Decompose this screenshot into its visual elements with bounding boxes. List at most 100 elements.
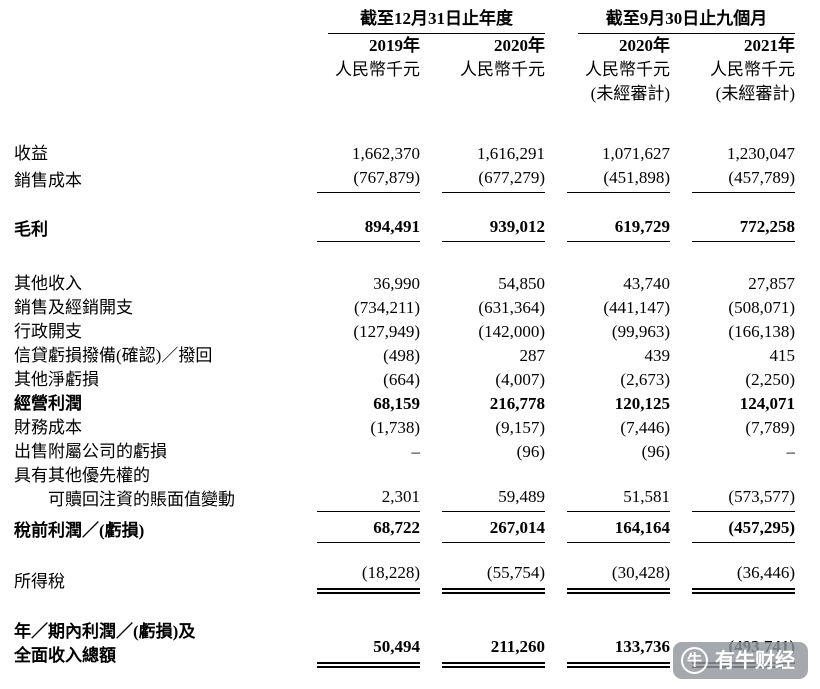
table-row: 稅前利潤／(虧損) 68,722 267,014 164,164 (457,295) xyxy=(14,516,795,543)
header-year: 2021年 xyxy=(744,36,795,55)
row-label: 毛利 xyxy=(14,220,48,239)
table-row: 其他收入 36,990 54,850 43,740 27,857 xyxy=(14,272,795,296)
row-label: 所得稅 xyxy=(14,572,65,591)
row-label: 行政開支 xyxy=(14,322,82,341)
header-note-row: (未經審計) (未經審計) xyxy=(14,82,795,106)
row-value: (99,963) xyxy=(611,322,670,341)
bull-icon: 牛 xyxy=(681,647,708,674)
row-label: 其他淨虧損 xyxy=(14,370,99,389)
header-year: 2020年 xyxy=(619,36,670,55)
row-value: – xyxy=(411,442,421,461)
income-statement-table: 截至12月31日止年度 截至9月30日止九個月 2019年 2020年 2020… xyxy=(14,8,795,668)
watermark-text: 有牛财经 xyxy=(715,649,795,672)
row-value: (441,147) xyxy=(603,298,670,317)
row-value: (2,250) xyxy=(745,370,795,389)
row-value: 267,014 xyxy=(420,516,545,543)
row-value: 54,850 xyxy=(498,274,545,293)
header-group-annual: 截至12月31日止年度 xyxy=(295,8,545,34)
row-label: 經營利潤 xyxy=(14,394,82,413)
header-year: 2019年 xyxy=(369,36,420,55)
row-value: (451,898) xyxy=(545,166,670,193)
row-value: 211,260 xyxy=(420,635,545,668)
row-value: (96) xyxy=(641,442,670,461)
table-body: 收益 1,662,370 1,616,291 1,071,627 1,230,047 銷售… xyxy=(14,142,795,668)
table-row: 出售附屬公司的虧損 – (96) (96) – xyxy=(14,440,795,464)
row-value: 894,491 xyxy=(295,215,420,242)
row-value: 415 xyxy=(769,346,796,365)
row-value: (96) xyxy=(516,442,545,461)
row-value: (18,228) xyxy=(295,561,420,594)
row-value: (30,428) xyxy=(545,561,670,594)
row-value: (55,754) xyxy=(420,561,545,594)
header-note: (未經審計) xyxy=(590,84,670,103)
header-note: (未經審計) xyxy=(715,84,795,103)
header-unit-row: 人民幣千元 人民幣千元 人民幣千元 人民幣千元 xyxy=(14,58,795,82)
row-value: – xyxy=(786,442,796,461)
row-label: 具有其他優先權的 可贖回注資的賬面值變動 xyxy=(14,466,235,509)
row-value: (457,295) xyxy=(670,516,795,543)
row-value: (36,446) xyxy=(670,561,795,594)
table-row: 銷售及經銷開支 (734,211) (631,364) (441,147) (508,0… xyxy=(14,296,795,320)
row-value: 1,662,370 xyxy=(352,144,420,163)
row-value: (9,157) xyxy=(495,418,545,437)
table-row: 其他淨虧損 (664) (4,007) (2,673) (2,250) xyxy=(14,368,795,392)
header-unit: 人民幣千元 xyxy=(585,60,670,79)
table-row: 財務成本 (1,738) (9,157) (7,446) (7,789) xyxy=(14,416,795,440)
row-value: (677,279) xyxy=(420,166,545,193)
row-label: 收益 xyxy=(14,144,48,163)
row-value: (7,789) xyxy=(745,418,795,437)
row-value: 1,230,047 xyxy=(727,144,795,163)
header-unit: 人民幣千元 xyxy=(460,60,545,79)
row-value: 120,125 xyxy=(614,394,670,413)
row-value: 216,778 xyxy=(489,394,545,413)
row-value: 27,857 xyxy=(748,274,795,293)
row-value: 124,071 xyxy=(739,394,795,413)
row-value: 939,012 xyxy=(420,215,545,242)
row-value: (631,364) xyxy=(478,298,545,317)
row-value: (508,071) xyxy=(728,298,795,317)
table-row: 所得稅 (18,228) (55,754) (30,428) (36,446) xyxy=(14,561,795,594)
header-group-nine-months: 截至9月30日止九個月 xyxy=(545,8,795,34)
row-value: (664) xyxy=(383,370,420,389)
header-group-title: 截至12月31日止年度 xyxy=(328,8,545,34)
row-value: 59,489 xyxy=(420,485,545,512)
row-label: 其他收入 xyxy=(14,274,82,293)
header-year-row: 2019年 2020年 2020年 2021年 xyxy=(14,34,795,58)
row-value: (498) xyxy=(383,346,420,365)
row-label: 銷售及經銷開支 xyxy=(14,298,133,317)
row-value: 1,071,627 xyxy=(602,144,670,163)
row-label: 年／期內利潤／(虧損)及 全面收入總額 xyxy=(14,622,196,665)
table-row: 銷售成本 (767,879) (677,279) (451,898) (457,789) xyxy=(14,166,795,193)
header-unit: 人民幣千元 xyxy=(335,60,420,79)
row-value: (573,577) xyxy=(670,485,795,512)
row-value: 164,164 xyxy=(545,516,670,543)
row-value: 772,258 xyxy=(670,215,795,242)
row-value: (4,007) xyxy=(495,370,545,389)
row-value: 1,616,291 xyxy=(477,144,545,163)
row-label: 銷售成本 xyxy=(14,171,82,190)
table-row: 具有其他優先權的 可贖回注資的賬面值變動 2,301 59,489 51,581 (573… xyxy=(14,464,795,512)
row-value: 133,736 xyxy=(545,635,670,668)
header-year: 2020年 xyxy=(494,36,545,55)
row-value: 439 xyxy=(644,346,671,365)
table-row: 毛利 894,491 939,012 619,729 772,258 xyxy=(14,215,795,242)
row-value: 287 xyxy=(519,346,546,365)
row-value: 50,494 xyxy=(295,635,420,668)
row-label: 信貸虧損撥備(確認)／撥回 xyxy=(14,346,213,365)
row-label: 出售附屬公司的虧損 xyxy=(14,442,167,461)
header-unit: 人民幣千元 xyxy=(710,60,795,79)
table-row: 信貸虧損撥備(確認)／撥回 (498) 287 439 415 xyxy=(14,344,795,368)
row-value: (457,789) xyxy=(670,166,795,193)
row-value: 68,159 xyxy=(373,394,420,413)
row-value: 36,990 xyxy=(373,274,420,293)
row-value: 619,729 xyxy=(545,215,670,242)
row-value: (1,738) xyxy=(370,418,420,437)
row-value: 68,722 xyxy=(295,516,420,543)
row-value: (166,138) xyxy=(728,322,795,341)
table-row: 收益 1,662,370 1,616,291 1,071,627 1,230,047 xyxy=(14,142,795,166)
row-value: (127,949) xyxy=(353,322,420,341)
row-value: (7,446) xyxy=(620,418,670,437)
table-row: 行政開支 (127,949) (142,000) (99,963) (166,138) xyxy=(14,320,795,344)
header-group-row: 截至12月31日止年度 截至9月30日止九個月 xyxy=(14,8,795,34)
